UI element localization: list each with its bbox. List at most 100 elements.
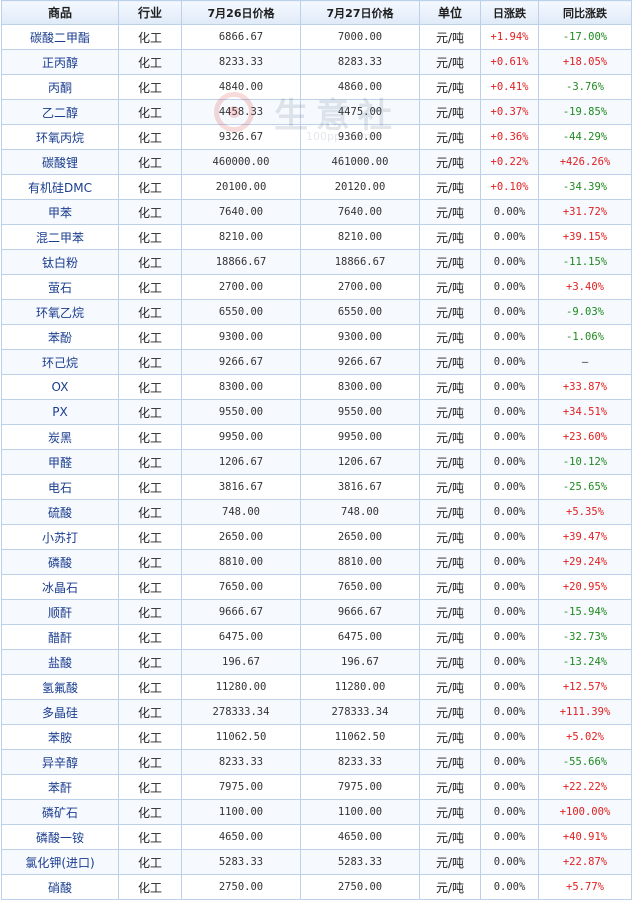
product-name[interactable]: 小苏打	[1, 524, 119, 550]
column-header-yoy-change[interactable]: 同比涨跌	[538, 0, 632, 25]
industry-cell: 化工	[118, 249, 182, 275]
daily-change-cell: 0.00%	[480, 749, 539, 775]
table-row: 异辛醇 化工 8233.33 8233.33 元/吨 0.00% -55.66%	[1, 749, 632, 775]
industry-cell: 化工	[118, 724, 182, 750]
industry-cell: 化工	[118, 574, 182, 600]
price-jul26-cell: 9266.67	[181, 349, 301, 375]
table-row: 硫酸 化工 748.00 748.00 元/吨 0.00% +5.35%	[1, 499, 632, 525]
unit-cell: 元/吨	[419, 499, 481, 525]
product-name[interactable]: 磷酸一铵	[1, 824, 119, 850]
table-row: 氯化钾(进口) 化工 5283.33 5283.33 元/吨 0.00% +22.87%	[1, 849, 632, 875]
industry-cell: 化工	[118, 149, 182, 175]
unit-cell: 元/吨	[419, 549, 481, 575]
product-name[interactable]: 多晶硅	[1, 699, 119, 725]
yoy-change-cell: -17.00%	[538, 24, 632, 50]
product-name[interactable]: 环己烷	[1, 349, 119, 375]
table-row: 氢氟酸 化工 11280.00 11280.00 元/吨 0.00% +12.57%	[1, 674, 632, 700]
product-name[interactable]: OX	[1, 374, 119, 400]
unit-cell: 元/吨	[419, 299, 481, 325]
industry-cell: 化工	[118, 499, 182, 525]
price-table-body: 碳酸二甲酯 化工 6866.67 7000.00 元/吨 +1.94% -17.00% 正丙醇…	[1, 24, 632, 900]
yoy-change-cell: +22.87%	[538, 849, 632, 875]
product-name[interactable]: 碳酸锂	[1, 149, 119, 175]
table-row: OX 化工 8300.00 8300.00 元/吨 0.00% +33.87%	[1, 374, 632, 400]
industry-cell: 化工	[118, 99, 182, 125]
product-name[interactable]: 磷矿石	[1, 799, 119, 825]
price-jul26-cell: 196.67	[181, 649, 301, 675]
product-name[interactable]: 异辛醇	[1, 749, 119, 775]
column-header-unit[interactable]: 单位	[419, 0, 481, 25]
product-name[interactable]: 顺酐	[1, 599, 119, 625]
yoy-change-cell: -11.15%	[538, 249, 632, 275]
column-header-industry[interactable]: 行业	[118, 0, 182, 25]
price-jul26-cell: 3816.67	[181, 474, 301, 500]
product-name[interactable]: 苯胺	[1, 724, 119, 750]
product-name[interactable]: 硝酸	[1, 874, 119, 900]
product-name[interactable]: 碳酸二甲酯	[1, 24, 119, 50]
unit-cell: 元/吨	[419, 274, 481, 300]
unit-cell: 元/吨	[419, 824, 481, 850]
daily-change-cell: +0.22%	[480, 149, 539, 175]
column-header-price-jul26[interactable]: 7月26日价格	[181, 0, 301, 25]
product-name[interactable]: 盐酸	[1, 649, 119, 675]
product-name[interactable]: 冰晶石	[1, 574, 119, 600]
price-jul27-cell: 5283.33	[300, 849, 420, 875]
yoy-change-cell: +39.47%	[538, 524, 632, 550]
unit-cell: 元/吨	[419, 174, 481, 200]
product-name[interactable]: 甲醛	[1, 449, 119, 475]
price-jul26-cell: 460000.00	[181, 149, 301, 175]
unit-cell: 元/吨	[419, 24, 481, 50]
product-name[interactable]: 甲苯	[1, 199, 119, 225]
price-jul26-cell: 2750.00	[181, 874, 301, 900]
product-name[interactable]: 萤石	[1, 274, 119, 300]
unit-cell: 元/吨	[419, 99, 481, 125]
table-row: 多晶硅 化工 278333.34 278333.34 元/吨 0.00% +111.39%	[1, 699, 632, 725]
price-jul27-cell: 4475.00	[300, 99, 420, 125]
table-row: 甲醛 化工 1206.67 1206.67 元/吨 0.00% -10.12%	[1, 449, 632, 475]
price-jul27-cell: 7975.00	[300, 774, 420, 800]
price-jul27-cell: 2700.00	[300, 274, 420, 300]
product-name[interactable]: 氢氟酸	[1, 674, 119, 700]
product-name[interactable]: 正丙醇	[1, 49, 119, 75]
product-name[interactable]: 钛白粉	[1, 249, 119, 275]
price-jul27-cell: 11062.50	[300, 724, 420, 750]
column-header-product[interactable]: 商品	[1, 0, 119, 25]
product-name[interactable]: 氯化钾(进口)	[1, 849, 119, 875]
daily-change-cell: 0.00%	[480, 424, 539, 450]
product-name[interactable]: 混二甲苯	[1, 224, 119, 250]
table-row: 有机硅DMC 化工 20100.00 20120.00 元/吨 +0.10% -34.39%	[1, 174, 632, 200]
yoy-change-cell: +22.22%	[538, 774, 632, 800]
daily-change-cell: 0.00%	[480, 399, 539, 425]
product-name[interactable]: 环氧乙烷	[1, 299, 119, 325]
product-name[interactable]: 电石	[1, 474, 119, 500]
daily-change-cell: 0.00%	[480, 824, 539, 850]
product-name[interactable]: 磷酸	[1, 549, 119, 575]
daily-change-cell: 0.00%	[480, 574, 539, 600]
product-name[interactable]: 有机硅DMC	[1, 174, 119, 200]
yoy-change-cell: -32.73%	[538, 624, 632, 650]
product-name[interactable]: 丙酮	[1, 74, 119, 100]
column-header-daily-change[interactable]: 日涨跌	[480, 0, 539, 25]
unit-cell: 元/吨	[419, 699, 481, 725]
product-name[interactable]: 环氧丙烷	[1, 124, 119, 150]
product-name[interactable]: 苯酚	[1, 324, 119, 350]
product-name[interactable]: 醋酐	[1, 624, 119, 650]
industry-cell: 化工	[118, 849, 182, 875]
yoy-change-cell: -19.85%	[538, 99, 632, 125]
product-name[interactable]: 硫酸	[1, 499, 119, 525]
daily-change-cell: 0.00%	[480, 549, 539, 575]
product-name[interactable]: PX	[1, 399, 119, 425]
product-name[interactable]: 乙二醇	[1, 99, 119, 125]
unit-cell: 元/吨	[419, 624, 481, 650]
product-name[interactable]: 炭黑	[1, 424, 119, 450]
column-header-price-jul27[interactable]: 7月27日价格	[300, 0, 420, 25]
unit-cell: 元/吨	[419, 849, 481, 875]
unit-cell: 元/吨	[419, 224, 481, 250]
table-row: 环氧丙烷 化工 9326.67 9360.00 元/吨 +0.36% -44.29%	[1, 124, 632, 150]
industry-cell: 化工	[118, 374, 182, 400]
product-name[interactable]: 苯酐	[1, 774, 119, 800]
daily-change-cell: 0.00%	[480, 324, 539, 350]
unit-cell: 元/吨	[419, 149, 481, 175]
price-jul26-cell: 8810.00	[181, 549, 301, 575]
price-table-header: 商品 行业 7月26日价格 7月27日价格 单位 日涨跌 同比涨跌	[1, 0, 632, 25]
